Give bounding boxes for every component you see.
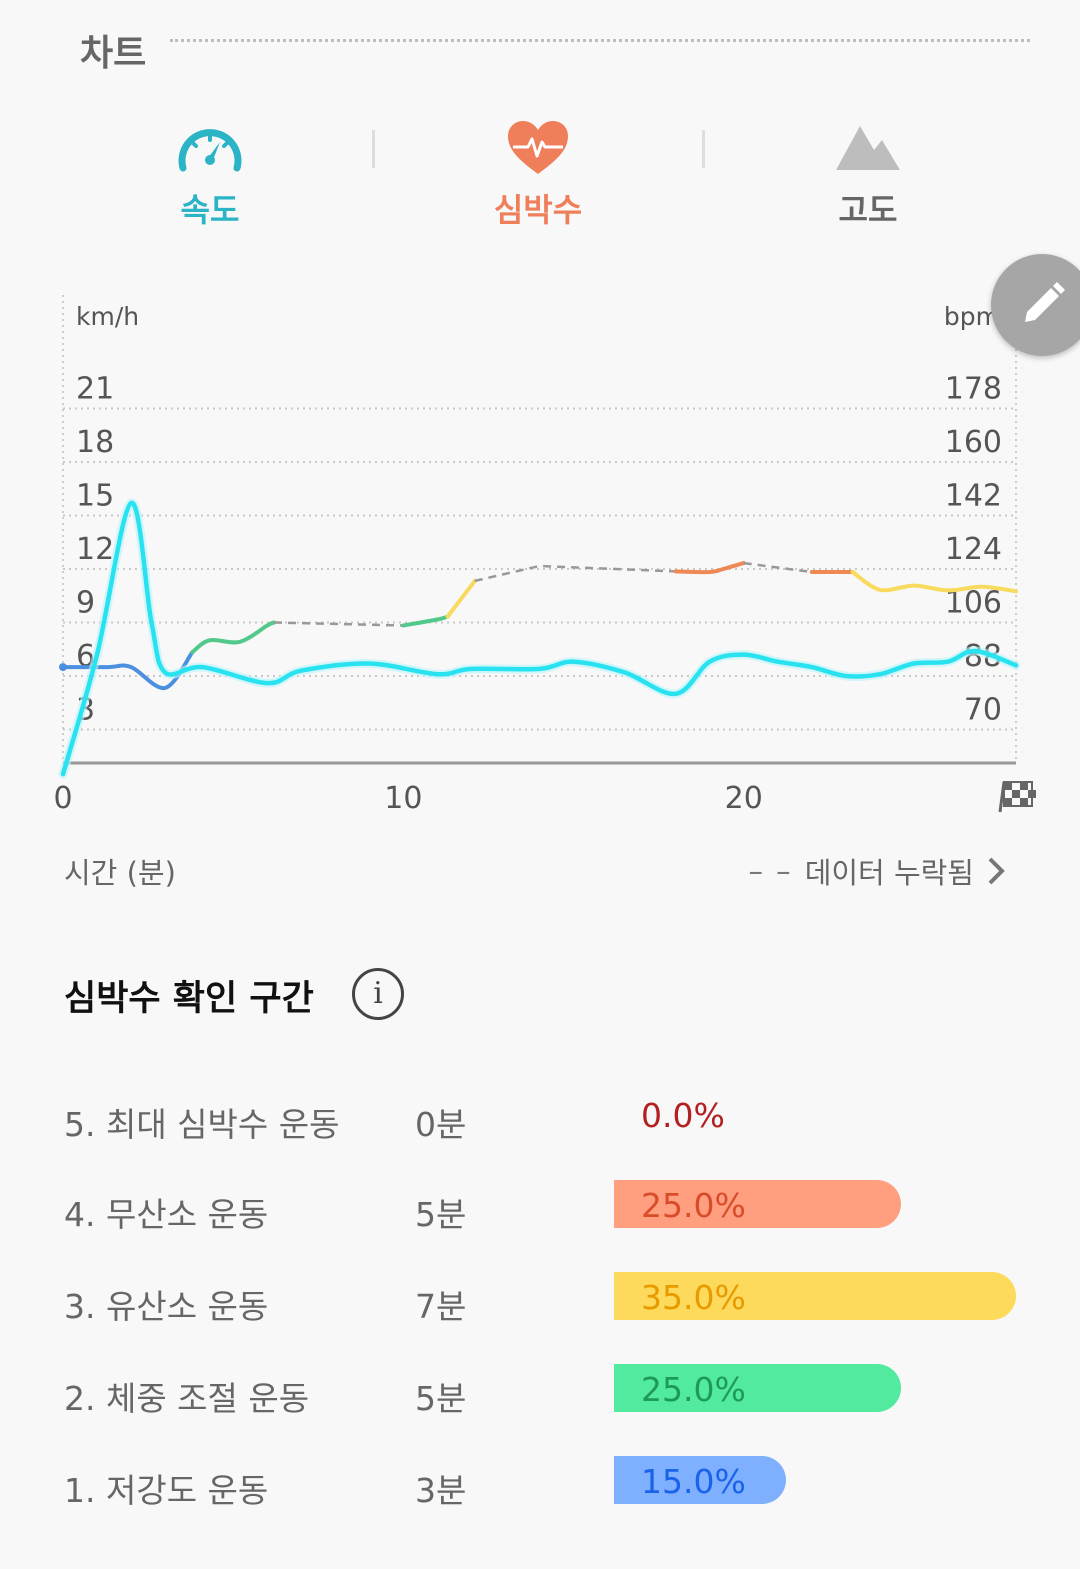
zone-name: 5. 최대 심박수 운동 [64,1105,340,1144]
tab-speed-label: 속도 [180,191,240,229]
zone-percent: 0.0% [641,1096,725,1135]
flag-square [1020,782,1028,790]
heart-rate-line-aerobic [850,570,1018,594]
right-axis-tick-label: 178 [945,372,1002,407]
right-axis-tick-label: 160 [945,425,1002,460]
chevron-right-icon [988,857,1005,885]
zone-percent: 25.0% [641,1370,746,1409]
zone-time: 3분 [415,1471,467,1510]
missing-data-legend-icon: – – [748,854,793,888]
zone-bar [614,1272,1016,1320]
tab-altitude[interactable]: 고도 [778,115,958,235]
missing-data-link[interactable]: – – 데이터 누락됨 [748,850,1008,892]
zone-row: 5. 최대 심박수 운동 0분 0.0% [0,1090,1080,1150]
zone-name: 3. 유산소 운동 [64,1287,269,1326]
x-axis-tick-label: 10 [384,781,422,816]
info-icon[interactable]: i [352,968,404,1020]
tab-heart-rate[interactable]: 심박수 [448,115,628,235]
finish-flag-icon [998,781,1036,813]
zone-row: 1. 저강도 운동 3분 15.0% [0,1456,1080,1516]
flag-pole [998,781,1006,813]
flag-square [1004,798,1012,806]
right-axis-unit: bpm [944,302,1000,331]
heart-rate-start-marker [59,663,67,672]
edit-button[interactable] [991,254,1080,356]
zone-row: 3. 유산소 운동 7분 35.0% [0,1272,1080,1332]
tab-separator [702,130,705,168]
zone-time: 5분 [415,1195,467,1234]
zone-percent: 25.0% [641,1186,746,1225]
zone-time: 0분 [415,1105,467,1144]
x-axis-tick-label: 0 [53,781,72,816]
flag-square [1012,790,1020,798]
left-axis-unit: km/h [76,302,139,331]
heart-rate-missing-segment [743,561,812,574]
flag-square [1020,798,1028,806]
speedometer-icon [177,120,243,180]
left-axis-tick-label: 9 [76,586,95,621]
right-axis-tick-label: 70 [964,693,1002,728]
speed-line [60,500,1019,777]
zone-percent: 35.0% [641,1278,746,1317]
pencil-icon [1025,282,1065,322]
tab-heart-rate-label: 심박수 [493,191,583,229]
flag-border [1003,781,1033,807]
right-axis-tick-label: 124 [945,532,1002,567]
missing-data-label: 데이터 누락됨 [804,856,974,890]
zone-percent: 15.0% [641,1462,746,1501]
flag-square [1004,782,1012,790]
heart-rate-line-anaerobic [673,561,746,575]
section-title: 차트 [80,33,147,74]
tab-speed[interactable]: 속도 [120,115,300,235]
heart-rate-missing-segment [273,621,404,627]
left-axis-tick-label: 21 [76,372,114,407]
left-axis-tick-label: 12 [76,532,114,567]
section-divider [170,39,1030,42]
tab-altitude-label: 고도 [838,191,898,229]
speed-line-glow [58,498,1021,779]
heart-rate-icon [507,120,569,180]
zone-row: 2. 체중 조절 운동 5분 25.0% [0,1364,1080,1424]
right-axis-tick-label: 142 [945,479,1002,514]
heart-rate-zone-title: 심박수 확인 구간 [64,979,314,1019]
heart-rate-line-weight [401,614,450,628]
tab-separator [372,130,375,168]
zone-time: 7분 [415,1287,467,1326]
x-axis-tick-label: 20 [725,781,763,816]
zone-name: 2. 체중 조절 운동 [64,1379,310,1418]
zone-row: 4. 무산소 운동 5분 25.0% [0,1180,1080,1240]
x-axis-title: 시간 (분) [64,856,176,890]
zone-bar [614,1456,786,1504]
chart-section-header: 차트 [80,22,1030,74]
left-axis-tick-label: 15 [76,479,114,514]
mountain-icon [834,120,902,176]
zone-bar [614,1364,901,1412]
heart-rate-line-weight [190,620,276,655]
heart-rate-line-aerobic [445,578,477,619]
zone-name: 4. 무산소 운동 [64,1195,269,1234]
left-axis-tick-label: 18 [76,425,114,460]
zone-time: 5분 [415,1379,467,1418]
zone-bar [614,1180,901,1228]
zone-name: 1. 저강도 운동 [64,1471,269,1510]
heart-rate-missing-segment [474,564,676,583]
